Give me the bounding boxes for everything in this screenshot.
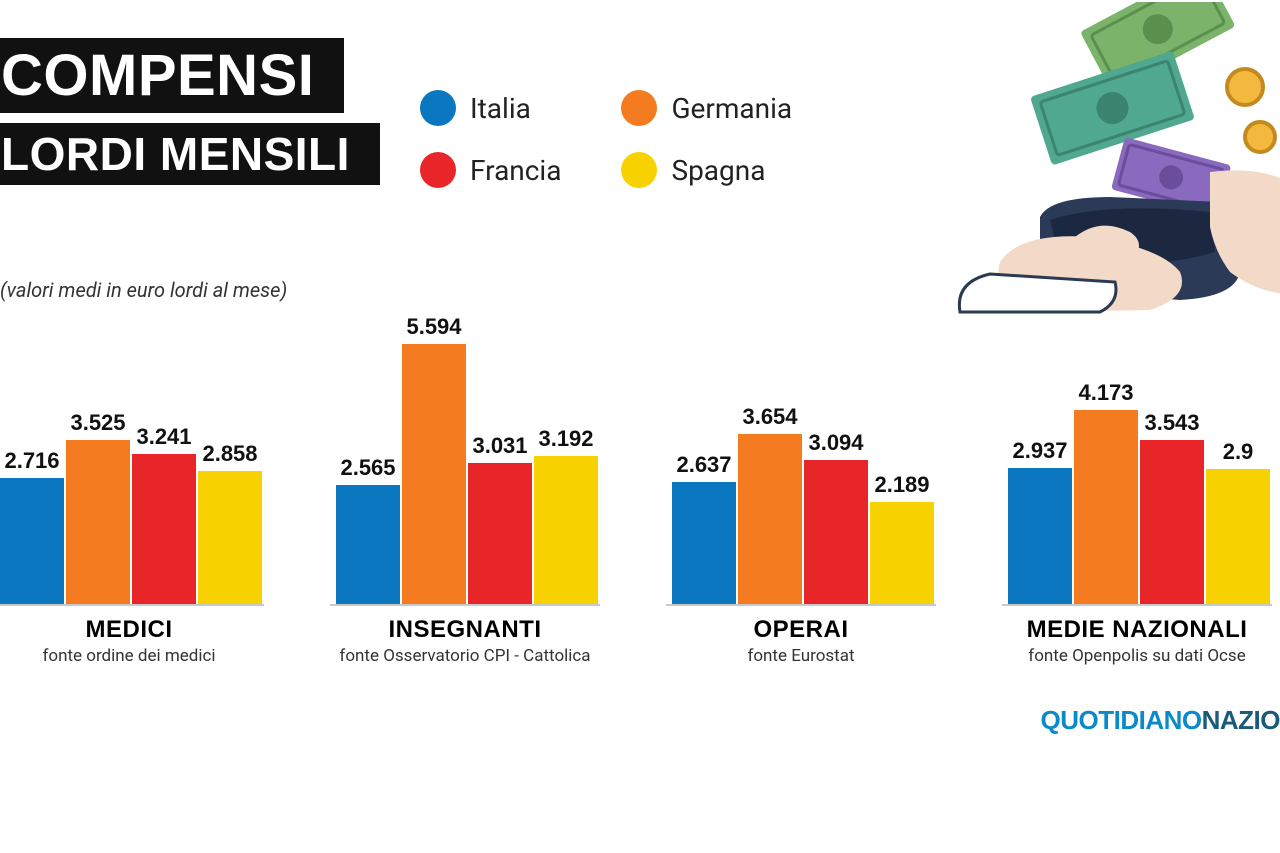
legend-label: Italia	[470, 92, 531, 125]
bar: 3.543	[1140, 410, 1204, 604]
bar-area: 2.565 5.594 3.031 3.192	[330, 306, 600, 606]
bar-area: 2.637 3.654 3.094 2.189	[666, 306, 936, 606]
legend-item: Germania	[621, 90, 792, 126]
bar: 4.173	[1074, 380, 1138, 604]
chart-title: MEDICI	[0, 616, 264, 644]
bar-rect	[0, 478, 64, 604]
bar: 2.637	[672, 452, 736, 604]
legend-swatch	[420, 90, 456, 126]
bar-rect	[534, 456, 598, 604]
bar-value-label: 3.192	[538, 426, 593, 452]
bar: 3.031	[468, 433, 532, 604]
legend-swatch	[420, 152, 456, 188]
bar: 5.594	[402, 314, 466, 604]
wallet-illustration	[850, 2, 1280, 322]
legend-swatch	[621, 152, 657, 188]
bar-value-label: 2.9	[1223, 439, 1254, 465]
bar-area: 2.937 4.173 3.543 2.9	[1002, 306, 1272, 606]
legend: Italia Germania Francia Spagna	[420, 90, 792, 188]
charts-row: 2.716 3.525 3.241 2.858 MEDICIfonte ordine d…	[0, 306, 1280, 666]
bar-chart: 2.716 3.525 3.241 2.858 MEDICIfonte ordine d…	[0, 306, 264, 666]
bar: 2.9	[1206, 439, 1270, 604]
bar: 2.189	[870, 472, 934, 604]
chart-source: fonte Eurostat	[666, 646, 936, 666]
bar-value-label: 2.637	[676, 452, 731, 478]
chart-caption: OPERAIfonte Eurostat	[666, 616, 936, 666]
bar-rect	[132, 454, 196, 604]
chart-source: fonte Osservatorio CPI - Cattolica	[330, 646, 600, 666]
bar-rect	[468, 463, 532, 604]
bar-value-label: 3.031	[472, 433, 527, 459]
bar-rect	[804, 460, 868, 604]
legend-label: Francia	[470, 154, 561, 187]
bar: 2.858	[198, 441, 262, 604]
bar-rect	[1008, 468, 1072, 604]
footer-brand: QUOTIDIANONAZIO	[1041, 705, 1280, 736]
bar-chart: 2.565 5.594 3.031 3.192 INSEGNANTIfonte Osse…	[330, 306, 600, 666]
chart-source: fonte ordine dei medici	[0, 646, 264, 666]
chart-caption: INSEGNANTIfonte Osservatorio CPI - Catto…	[330, 616, 600, 666]
brand-part-2: NAZIO	[1202, 705, 1280, 735]
bar-rect	[402, 344, 466, 604]
legend-label: Spagna	[671, 154, 765, 187]
bar-rect	[1140, 440, 1204, 604]
legend-item: Spagna	[621, 152, 792, 188]
bar: 3.241	[132, 424, 196, 604]
chart-title: OPERAI	[666, 616, 936, 644]
bar-value-label: 2.716	[4, 448, 59, 474]
bar-rect	[1206, 469, 1270, 604]
bar: 3.192	[534, 426, 598, 604]
bar-chart: 2.637 3.654 3.094 2.189 OPERAIfonte Eurostat	[666, 306, 936, 666]
chart-title: MEDIE NAZIONALI	[1002, 616, 1272, 644]
bar-rect	[336, 485, 400, 604]
legend-item: Francia	[420, 152, 561, 188]
bar: 3.654	[738, 404, 802, 604]
bar-value-label: 2.858	[202, 441, 257, 467]
bar-rect	[738, 434, 802, 604]
bar-value-label: 3.525	[70, 410, 125, 436]
legend-swatch	[621, 90, 657, 126]
legend-label: Germania	[671, 92, 792, 125]
bar: 3.094	[804, 430, 868, 604]
bar-value-label: 3.543	[1144, 410, 1199, 436]
bar-rect	[870, 502, 934, 604]
bar-value-label: 3.241	[136, 424, 191, 450]
bar-value-label: 4.173	[1078, 380, 1133, 406]
chart-caption: MEDICIfonte ordine dei medici	[0, 616, 264, 666]
bar-area: 2.716 3.525 3.241 2.858	[0, 306, 264, 606]
bar-value-label: 2.565	[340, 455, 395, 481]
bar-value-label: 3.094	[808, 430, 863, 456]
chart-source: fonte Openpolis su dati Ocse	[1002, 646, 1272, 666]
bar-value-label: 3.654	[742, 404, 797, 430]
bar-value-label: 5.594	[406, 314, 461, 340]
title-line-2: LORDI MENSILI	[0, 123, 380, 185]
bar: 2.937	[1008, 438, 1072, 604]
title-block: COMPENSI LORDI MENSILI	[0, 38, 380, 185]
title-line-1: COMPENSI	[0, 38, 344, 113]
bar: 2.565	[336, 455, 400, 604]
chart-caption: MEDIE NAZIONALIfonte Openpolis su dati O…	[1002, 616, 1272, 666]
bar-value-label: 2.937	[1012, 438, 1067, 464]
bar-rect	[198, 471, 262, 604]
bar-rect	[66, 440, 130, 604]
bar-rect	[1074, 410, 1138, 604]
legend-item: Italia	[420, 90, 561, 126]
bar-chart: 2.937 4.173 3.543 2.9 MEDIE NAZIONALIfonte O…	[1002, 306, 1272, 666]
chart-title: INSEGNANTI	[330, 616, 600, 644]
bar: 2.716	[0, 448, 64, 604]
subtitle: (valori medi in euro lordi al mese)	[0, 278, 287, 302]
bar-value-label: 2.189	[874, 472, 929, 498]
bar-rect	[672, 482, 736, 604]
bar: 3.525	[66, 410, 130, 604]
brand-part-1: QUOTIDIANO	[1041, 705, 1202, 735]
